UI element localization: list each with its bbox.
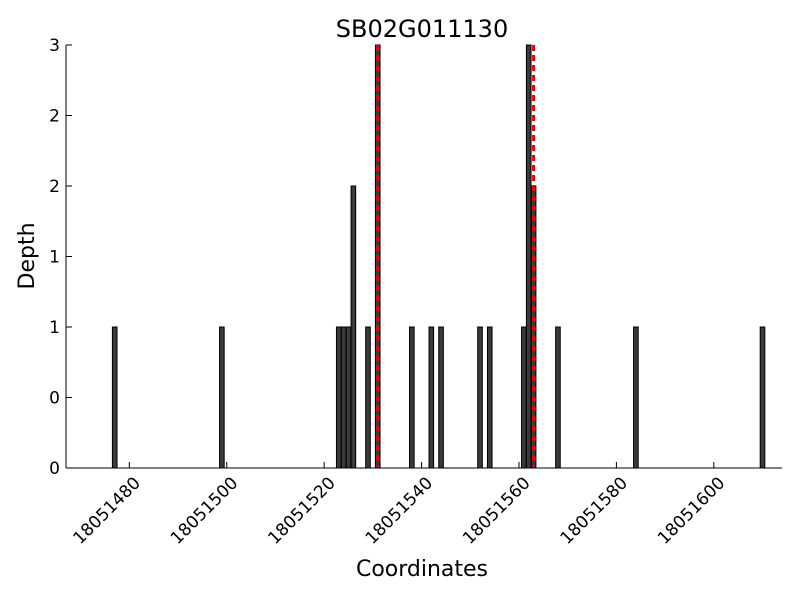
bar-4	[345, 326, 352, 469]
bars-layer	[111, 44, 766, 469]
bar-13	[521, 326, 527, 469]
y-tick-label-0: 0	[49, 459, 60, 479]
axes	[65, 45, 782, 469]
bar-10	[438, 326, 444, 469]
chart-title: SB02G011130	[336, 15, 508, 43]
y-ticks: 0 0 1 1 2 2 3	[49, 36, 72, 479]
bar-14	[525, 44, 532, 469]
y-tick-label-5: 2	[49, 107, 60, 127]
x-tick-label-2: 18051520	[264, 473, 339, 548]
bar-12	[486, 326, 493, 469]
bar-18	[759, 326, 766, 469]
bar-9	[428, 326, 435, 469]
y-axis-label: Depth	[15, 222, 40, 289]
x-tick-label-1: 18051500	[167, 473, 242, 548]
x-tick-label-5: 18051580	[557, 473, 632, 548]
x-tick-label-6: 18051600	[654, 473, 729, 548]
bar-0	[111, 326, 118, 469]
y-tick-label-3: 1	[49, 248, 60, 268]
y-tick-label-4: 2	[49, 177, 60, 197]
x-tick-label-3: 18051540	[362, 473, 437, 548]
y-tick-label-1: 0	[49, 389, 60, 409]
bar-5	[350, 185, 357, 469]
bar-11	[477, 326, 483, 469]
bar-2	[335, 326, 342, 469]
bar-6	[365, 326, 371, 469]
y-tick-label-6: 3	[49, 36, 60, 56]
markers-layer	[376, 45, 536, 468]
bar-1	[219, 326, 225, 469]
x-tick-label-0: 18051480	[70, 473, 145, 548]
y-tick-label-2: 1	[49, 318, 60, 338]
bar-8	[409, 326, 415, 469]
bar-3	[340, 326, 347, 469]
bar-17	[633, 326, 639, 469]
x-axis-label: Coordinates	[356, 557, 488, 582]
x-tick-label-4: 18051560	[459, 473, 534, 548]
bar-16	[555, 326, 561, 469]
x-ticks: 18051480 18051500 18051520 18051540 18051560…	[70, 462, 729, 549]
